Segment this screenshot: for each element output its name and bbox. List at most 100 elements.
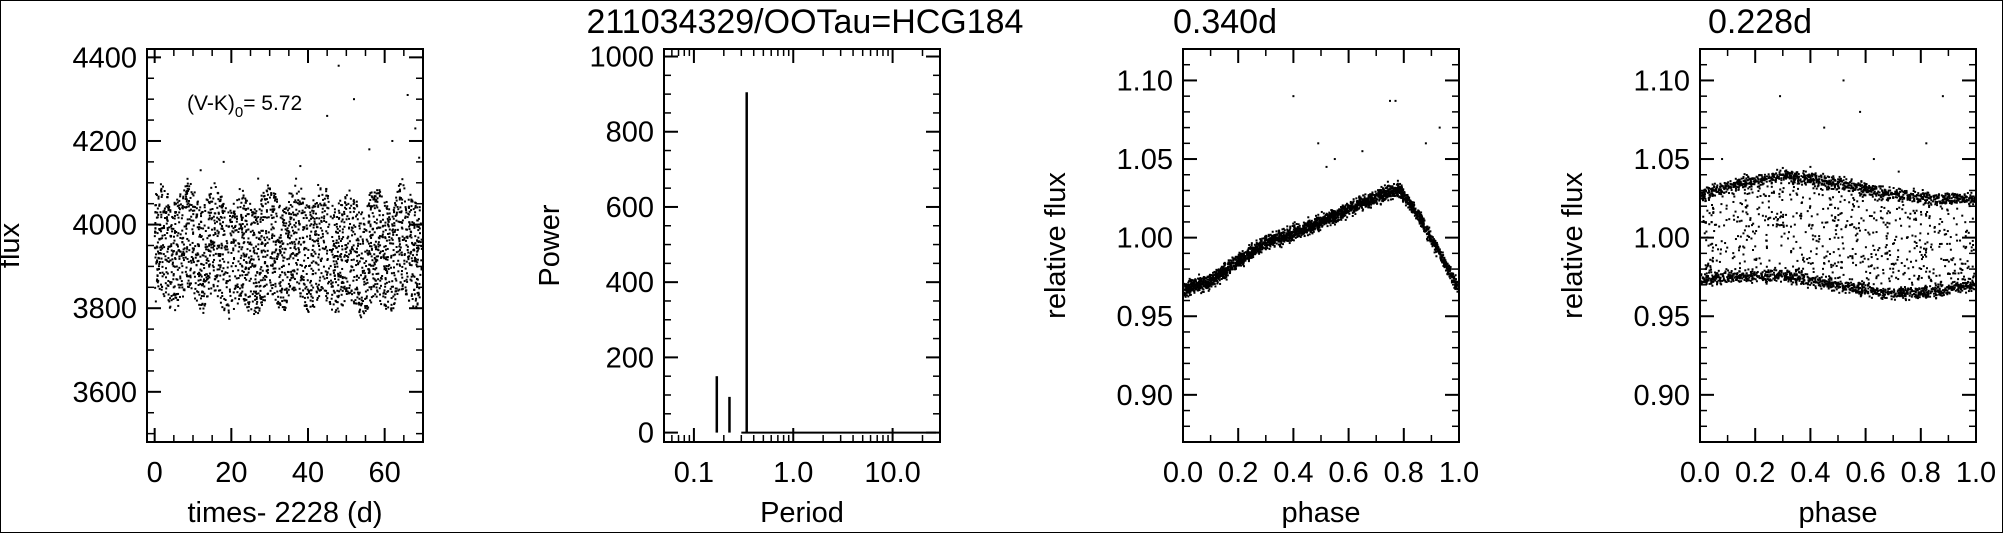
data-point <box>229 215 232 218</box>
data-point <box>332 289 335 292</box>
data-point <box>181 206 184 209</box>
data-point <box>326 249 329 252</box>
data-point <box>1434 241 1437 244</box>
data-point <box>1402 189 1405 192</box>
data-point <box>1341 216 1344 219</box>
data-point <box>204 255 207 258</box>
data-point <box>319 258 322 261</box>
data-point <box>213 219 216 222</box>
data-point <box>1238 255 1241 258</box>
data-point <box>170 294 173 297</box>
data-point <box>242 196 245 199</box>
data-point <box>1408 205 1411 208</box>
data-point <box>170 281 173 284</box>
data-point <box>298 200 301 203</box>
data-point <box>383 201 386 204</box>
data-point <box>282 296 285 299</box>
data-point <box>192 247 195 250</box>
data-point <box>293 286 296 289</box>
data-point <box>1365 205 1368 208</box>
data-point <box>345 218 348 221</box>
data-point <box>365 238 368 241</box>
data-point <box>202 238 205 241</box>
data-point <box>1399 182 1402 185</box>
data-point <box>379 226 382 229</box>
data-point <box>397 184 400 187</box>
data-point <box>282 264 285 267</box>
data-point <box>216 247 219 250</box>
data-point <box>378 195 381 198</box>
data-point <box>379 244 382 247</box>
data-point <box>341 213 344 216</box>
data-point <box>356 259 359 262</box>
data-point <box>1302 230 1305 233</box>
data-point <box>204 279 207 282</box>
data-point <box>1331 222 1334 225</box>
data-point <box>266 236 269 239</box>
data-point <box>1383 194 1386 197</box>
data-point <box>263 275 266 278</box>
data-point <box>322 204 325 207</box>
data-point <box>244 273 247 276</box>
x-tick-label: 0.6 <box>1328 457 1368 489</box>
data-point <box>221 258 224 261</box>
x-axis-label: Period <box>760 497 844 529</box>
data-point <box>260 266 263 269</box>
data-point <box>157 252 160 255</box>
data-point <box>313 240 316 243</box>
data-point <box>214 212 217 215</box>
data-point <box>352 216 355 219</box>
data-point <box>1320 218 1323 221</box>
data-point <box>236 291 239 294</box>
data-point <box>370 264 373 267</box>
data-point <box>1396 182 1399 185</box>
data-point <box>159 246 162 249</box>
data-point <box>230 211 233 214</box>
data-point <box>309 281 312 284</box>
data-point <box>233 213 236 216</box>
data-point <box>1454 285 1457 288</box>
data-point <box>386 207 389 210</box>
data-point <box>257 231 260 234</box>
data-point <box>191 205 194 208</box>
data-point <box>174 222 177 225</box>
data-point <box>232 238 235 241</box>
data-point <box>160 190 163 193</box>
data-point <box>366 281 369 284</box>
data-point <box>279 284 282 287</box>
data-point <box>279 249 282 252</box>
data-point <box>325 289 328 292</box>
data-point <box>192 219 195 222</box>
data-point <box>291 288 294 291</box>
data-point <box>293 224 296 227</box>
data-point <box>184 232 187 235</box>
data-point <box>265 264 268 267</box>
data-point <box>217 232 220 235</box>
data-point <box>255 252 258 255</box>
data-point <box>318 295 321 298</box>
data-point <box>278 248 281 251</box>
data-point <box>199 307 202 310</box>
data-point <box>314 261 317 264</box>
data-point <box>225 280 228 283</box>
data-point <box>325 252 328 255</box>
data-point <box>1392 194 1395 197</box>
data-point <box>181 214 184 217</box>
data-point <box>1326 215 1329 218</box>
data-point <box>376 290 379 293</box>
data-point <box>205 248 208 251</box>
data-point <box>200 235 203 238</box>
data-point <box>192 261 195 264</box>
data-point <box>344 259 347 262</box>
data-point <box>370 191 373 194</box>
data-point <box>189 274 192 277</box>
data-point <box>245 230 248 233</box>
data-point <box>162 211 165 214</box>
data-point <box>368 286 371 289</box>
data-point <box>230 265 233 268</box>
data-point <box>169 210 172 213</box>
data-point <box>207 226 210 229</box>
data-point <box>306 235 309 238</box>
data-point <box>221 291 224 294</box>
